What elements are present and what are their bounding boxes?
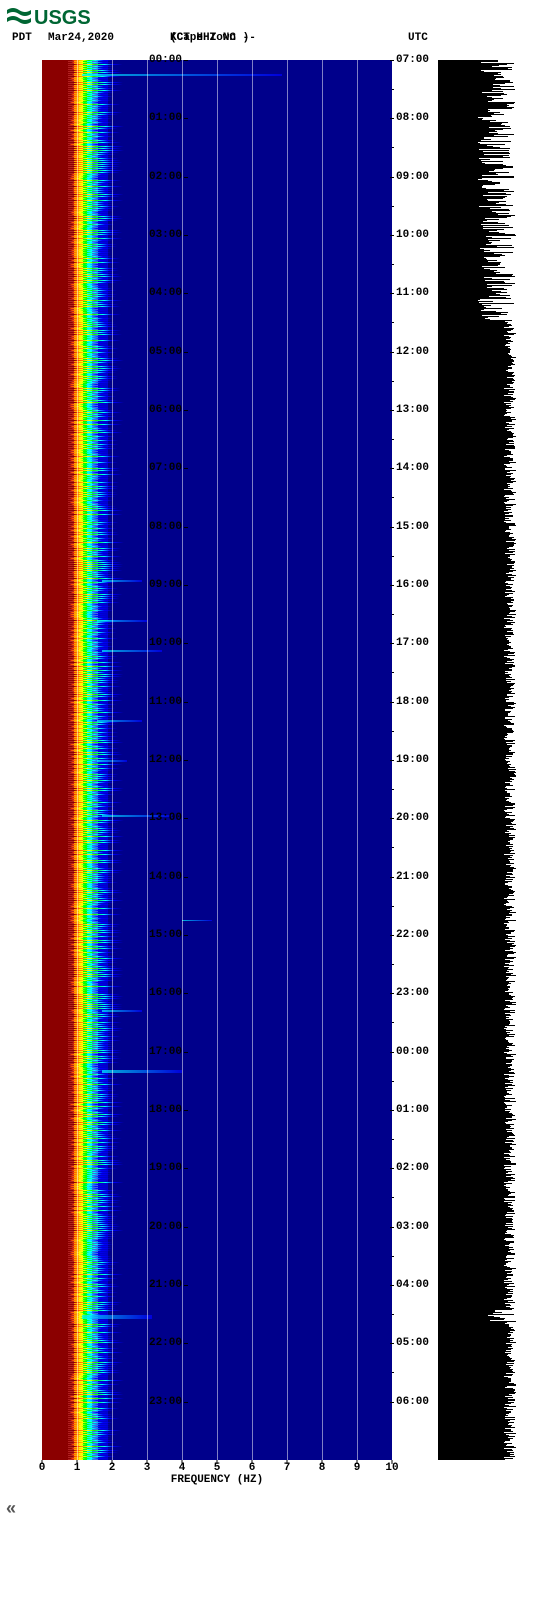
- x-tick: 5: [214, 1462, 221, 1474]
- left-tick: 15:00: [149, 929, 182, 941]
- x-tick: 7: [284, 1462, 291, 1474]
- right-tick: 03:00: [396, 1221, 429, 1233]
- right-tick: 08:00: [396, 112, 429, 124]
- right-tick: 15:00: [396, 521, 429, 533]
- right-tick: 00:00: [396, 1046, 429, 1058]
- x-axis: FREQUENCY (HZ) 012345678910: [42, 1460, 392, 1490]
- header: KCT HHZ NC -- PDT Mar24,2020 (Cape Town …: [0, 32, 552, 58]
- plot-area: 00:00 01:00 02:00 03:00 04:00 05:00 06:00 07:00…: [42, 60, 534, 1490]
- x-tick: 0: [39, 1462, 46, 1474]
- left-tick: 14:00: [149, 871, 182, 883]
- x-tick: 3: [144, 1462, 151, 1474]
- usgs-logo: USGS: [0, 0, 552, 32]
- x-tick: 2: [109, 1462, 116, 1474]
- right-tick: 13:00: [396, 404, 429, 416]
- left-tick: 09:00: [149, 579, 182, 591]
- left-tick: 23:00: [149, 1396, 182, 1408]
- right-tick: 17:00: [396, 637, 429, 649]
- left-tick: 05:00: [149, 346, 182, 358]
- date-label: Mar24,2020: [48, 32, 114, 44]
- x-tick: 4: [179, 1462, 186, 1474]
- right-tick: 01:00: [396, 1104, 429, 1116]
- x-tick: 1: [74, 1462, 81, 1474]
- right-tick: 04:00: [396, 1279, 429, 1291]
- left-tick: 11:00: [149, 696, 182, 708]
- right-tick: 22:00: [396, 929, 429, 941]
- right-tick: 02:00: [396, 1162, 429, 1174]
- left-tick: 17:00: [149, 1046, 182, 1058]
- left-tick: 03:00: [149, 229, 182, 241]
- left-tick: 06:00: [149, 404, 182, 416]
- right-tick: 10:00: [396, 229, 429, 241]
- x-tick: 6: [249, 1462, 256, 1474]
- left-tick: 01:00: [149, 112, 182, 124]
- left-tick: 04:00: [149, 287, 182, 299]
- x-axis-label: FREQUENCY (HZ): [171, 1474, 263, 1486]
- tz-left-label: PDT: [12, 32, 32, 44]
- right-tick: 18:00: [396, 696, 429, 708]
- footer-mark: «: [0, 1490, 552, 1523]
- x-tick: 9: [354, 1462, 361, 1474]
- left-tick: 18:00: [149, 1104, 182, 1116]
- left-tick: 07:00: [149, 462, 182, 474]
- left-tick: 22:00: [149, 1337, 182, 1349]
- tz-right-label: UTC: [408, 32, 428, 44]
- right-tick: 07:00: [396, 54, 429, 66]
- left-tick: 19:00: [149, 1162, 182, 1174]
- left-tick: 12:00: [149, 754, 182, 766]
- right-tick: 06:00: [396, 1396, 429, 1408]
- right-tick: 05:00: [396, 1337, 429, 1349]
- left-tick: 00:00: [149, 54, 182, 66]
- spectrogram: [42, 60, 392, 1460]
- right-tick: 14:00: [396, 462, 429, 474]
- right-tick: 21:00: [396, 871, 429, 883]
- left-tick: 08:00: [149, 521, 182, 533]
- right-tick: 16:00: [396, 579, 429, 591]
- right-tick: 09:00: [396, 171, 429, 183]
- left-tick: 02:00: [149, 171, 182, 183]
- right-tick: 23:00: [396, 987, 429, 999]
- logo-text: USGS: [34, 7, 91, 28]
- right-tick: 20:00: [396, 812, 429, 824]
- x-tick: 8: [319, 1462, 326, 1474]
- right-tick: 11:00: [396, 287, 429, 299]
- x-tick: 10: [385, 1462, 398, 1474]
- left-tick: 13:00: [149, 812, 182, 824]
- left-tick: 10:00: [149, 637, 182, 649]
- location-label: (Cape Town ): [170, 32, 249, 44]
- left-tick: 21:00: [149, 1279, 182, 1291]
- left-tick: 20:00: [149, 1221, 182, 1233]
- seismogram: [438, 60, 518, 1460]
- right-tick: 12:00: [396, 346, 429, 358]
- left-tick: 16:00: [149, 987, 182, 999]
- right-tick: 19:00: [396, 754, 429, 766]
